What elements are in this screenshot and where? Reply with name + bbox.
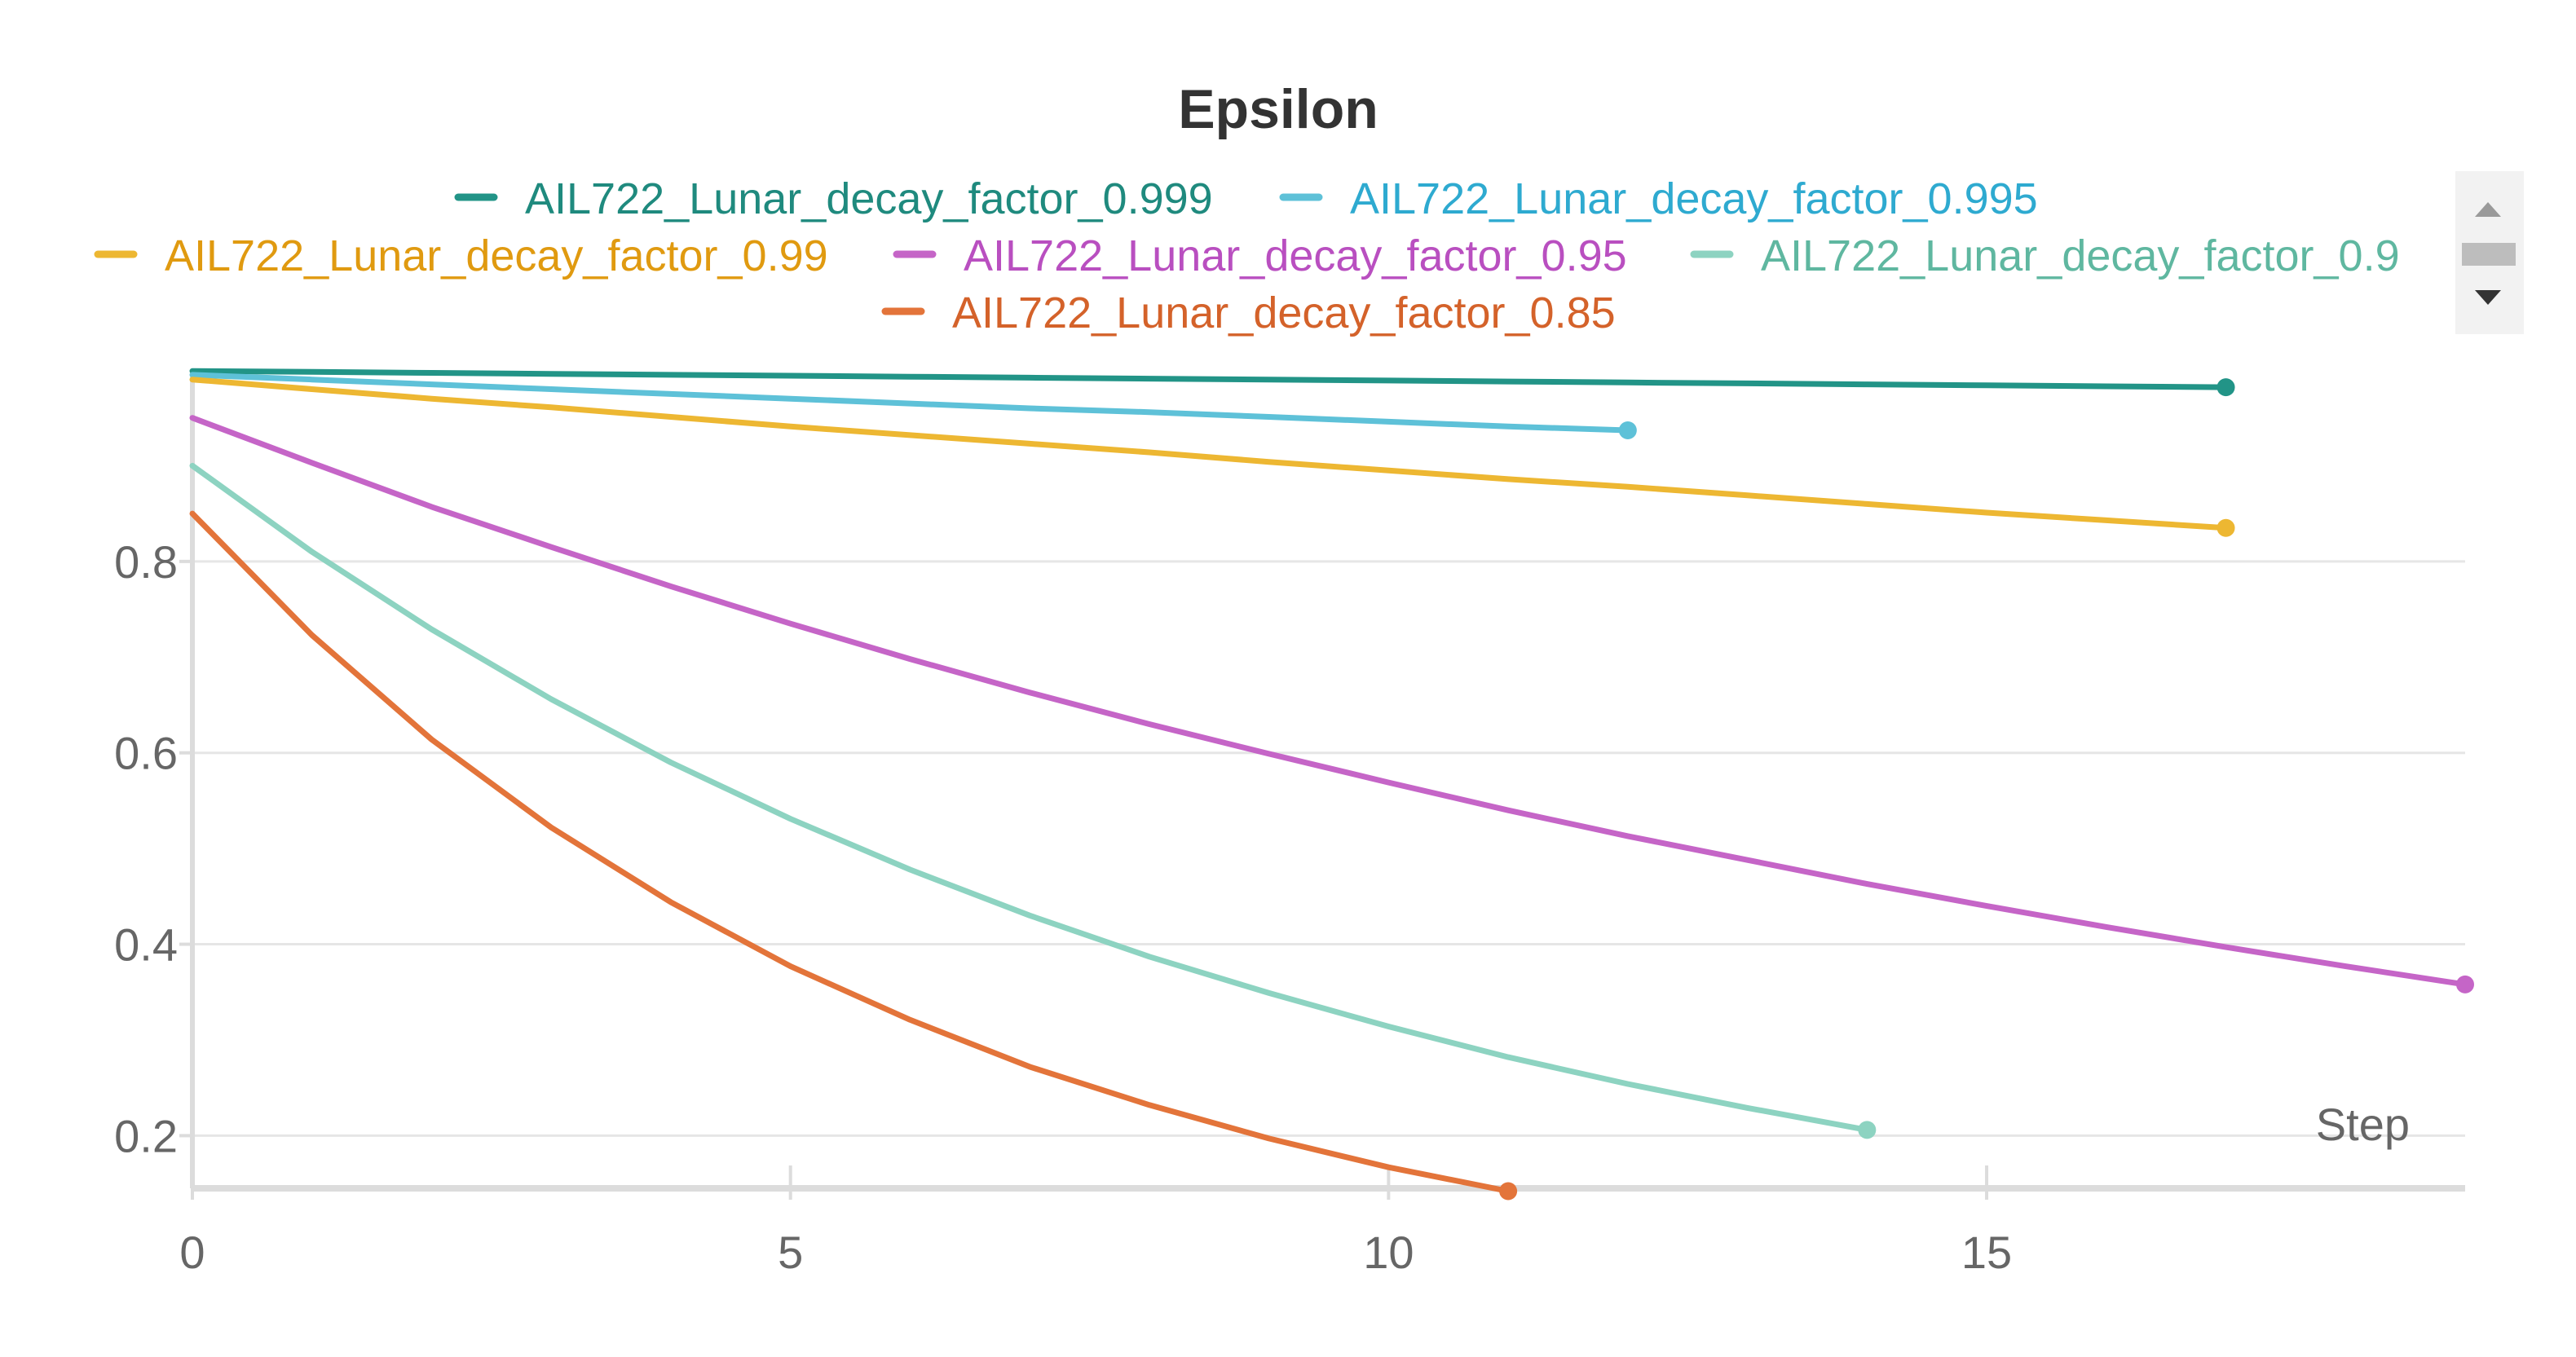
series-line — [189, 415, 2468, 988]
y-tick-label: 0.8 — [114, 536, 178, 588]
series-group — [189, 368, 2474, 1201]
x-tick-label: 10 — [1363, 1227, 1414, 1278]
legend-label: AIL722_Lunar_decay_factor_0.9 — [1761, 231, 2400, 280]
x-axis-title: Step — [2316, 1099, 2410, 1150]
series-end-point — [1858, 1121, 1877, 1139]
legend-label: AIL722_Lunar_decay_factor_0.85 — [952, 289, 1616, 337]
series-line — [189, 368, 2229, 390]
legend-label: AIL722_Lunar_decay_factor_0.95 — [964, 231, 1627, 280]
series-end-point — [2217, 378, 2235, 397]
legend-label: AIL722_Lunar_decay_factor_0.995 — [1350, 174, 2038, 223]
y-tick-label: 0.2 — [114, 1110, 178, 1161]
y-tick-label: 0.4 — [114, 919, 178, 971]
legend-scroll[interactable] — [2455, 171, 2524, 334]
scroll-down-icon[interactable] — [2475, 290, 2501, 305]
series-line — [189, 462, 1870, 1133]
grid — [192, 560, 2465, 1137]
series-end-point — [1499, 1182, 1518, 1201]
legend-label: AIL722_Lunar_decay_factor_0.999 — [525, 174, 1213, 223]
series-line — [189, 510, 1511, 1194]
series-line — [189, 372, 1631, 434]
x-tick-label: 5 — [778, 1227, 803, 1278]
legend-label: AIL722_Lunar_decay_factor_0.99 — [165, 231, 828, 280]
series-end-point — [1618, 421, 1637, 439]
scroll-up-icon[interactable] — [2475, 202, 2501, 217]
x-tick-label: 0 — [179, 1227, 205, 1278]
y-tick-label: 0.6 — [114, 728, 178, 779]
legend-scroll-thumb[interactable] — [2462, 243, 2516, 266]
series-line — [189, 377, 2229, 531]
x-tick-label: 15 — [1961, 1227, 2012, 1278]
axes: 0.2 0.4 0.6 0.8 0 5 10 15 — [114, 370, 2465, 1278]
series-end-point — [2217, 518, 2235, 537]
series-end-point — [2456, 975, 2474, 994]
legend: AIL722_Lunar_decay_factor_0.999 AIL722_Lu… — [94, 174, 2400, 337]
chart-title: Epsilon — [1178, 78, 1378, 140]
